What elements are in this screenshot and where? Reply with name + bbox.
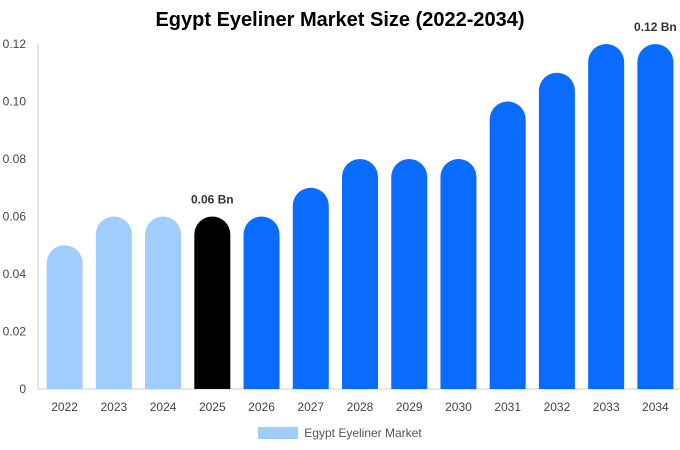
x-tick-label: 2029 bbox=[396, 400, 423, 414]
x-tick-label: 2022 bbox=[51, 400, 78, 414]
bar-2026 bbox=[243, 216, 280, 389]
y-tick-label: 0.08 bbox=[3, 152, 27, 166]
bar-2022 bbox=[46, 245, 83, 389]
x-tick-label: 2025 bbox=[199, 400, 226, 414]
bar-2031 bbox=[489, 101, 526, 389]
legend-label: Egypt Eyeliner Market bbox=[304, 426, 422, 440]
bar-2030 bbox=[440, 159, 477, 389]
chart-axes: 0 0.02 0.04 0.06 0.08 0.10 0.12 2022 2023 2024 202… bbox=[3, 37, 680, 414]
bar-2027 bbox=[292, 187, 329, 389]
y-tick-label: 0.12 bbox=[3, 37, 27, 51]
chart-title: Egypt Eyeliner Market Size (2022-2034) bbox=[155, 9, 525, 31]
legend-swatch bbox=[258, 427, 299, 439]
x-tick-label: 2034 bbox=[642, 400, 669, 414]
bar-2025 bbox=[194, 216, 231, 389]
bar-2028 bbox=[342, 159, 378, 389]
chart-labels: 0.06 Bn 0.12 Bn bbox=[191, 20, 677, 207]
bar-2023 bbox=[95, 216, 132, 389]
x-tick-label: 2027 bbox=[297, 400, 324, 414]
x-tick-label: 2032 bbox=[544, 400, 571, 414]
x-tick-label: 2028 bbox=[347, 400, 374, 414]
x-tick-label: 2030 bbox=[445, 400, 472, 414]
x-tick-label: 2031 bbox=[494, 400, 521, 414]
y-tick-label: 0 bbox=[19, 382, 26, 396]
y-tick-label: 0.02 bbox=[3, 325, 27, 339]
x-tick-label: 2033 bbox=[593, 400, 620, 414]
y-tick-label: 0.10 bbox=[3, 95, 27, 109]
bar-2029 bbox=[391, 159, 428, 389]
y-tick-label: 0.04 bbox=[3, 267, 27, 281]
data-label: 0.12 Bn bbox=[634, 20, 677, 34]
data-label: 0.06 Bn bbox=[191, 193, 234, 207]
x-tick-label: 2024 bbox=[150, 400, 177, 414]
chart-bars bbox=[46, 44, 674, 389]
bar-2032 bbox=[538, 72, 575, 389]
bar-2033 bbox=[588, 44, 625, 389]
x-tick-label: 2026 bbox=[248, 400, 275, 414]
y-tick-label: 0.06 bbox=[3, 210, 27, 224]
bar-2034 bbox=[637, 44, 674, 389]
x-tick-label: 2023 bbox=[100, 400, 127, 414]
legend: Egypt Eyeliner Market bbox=[0, 426, 680, 440]
bar-2024 bbox=[145, 216, 182, 389]
